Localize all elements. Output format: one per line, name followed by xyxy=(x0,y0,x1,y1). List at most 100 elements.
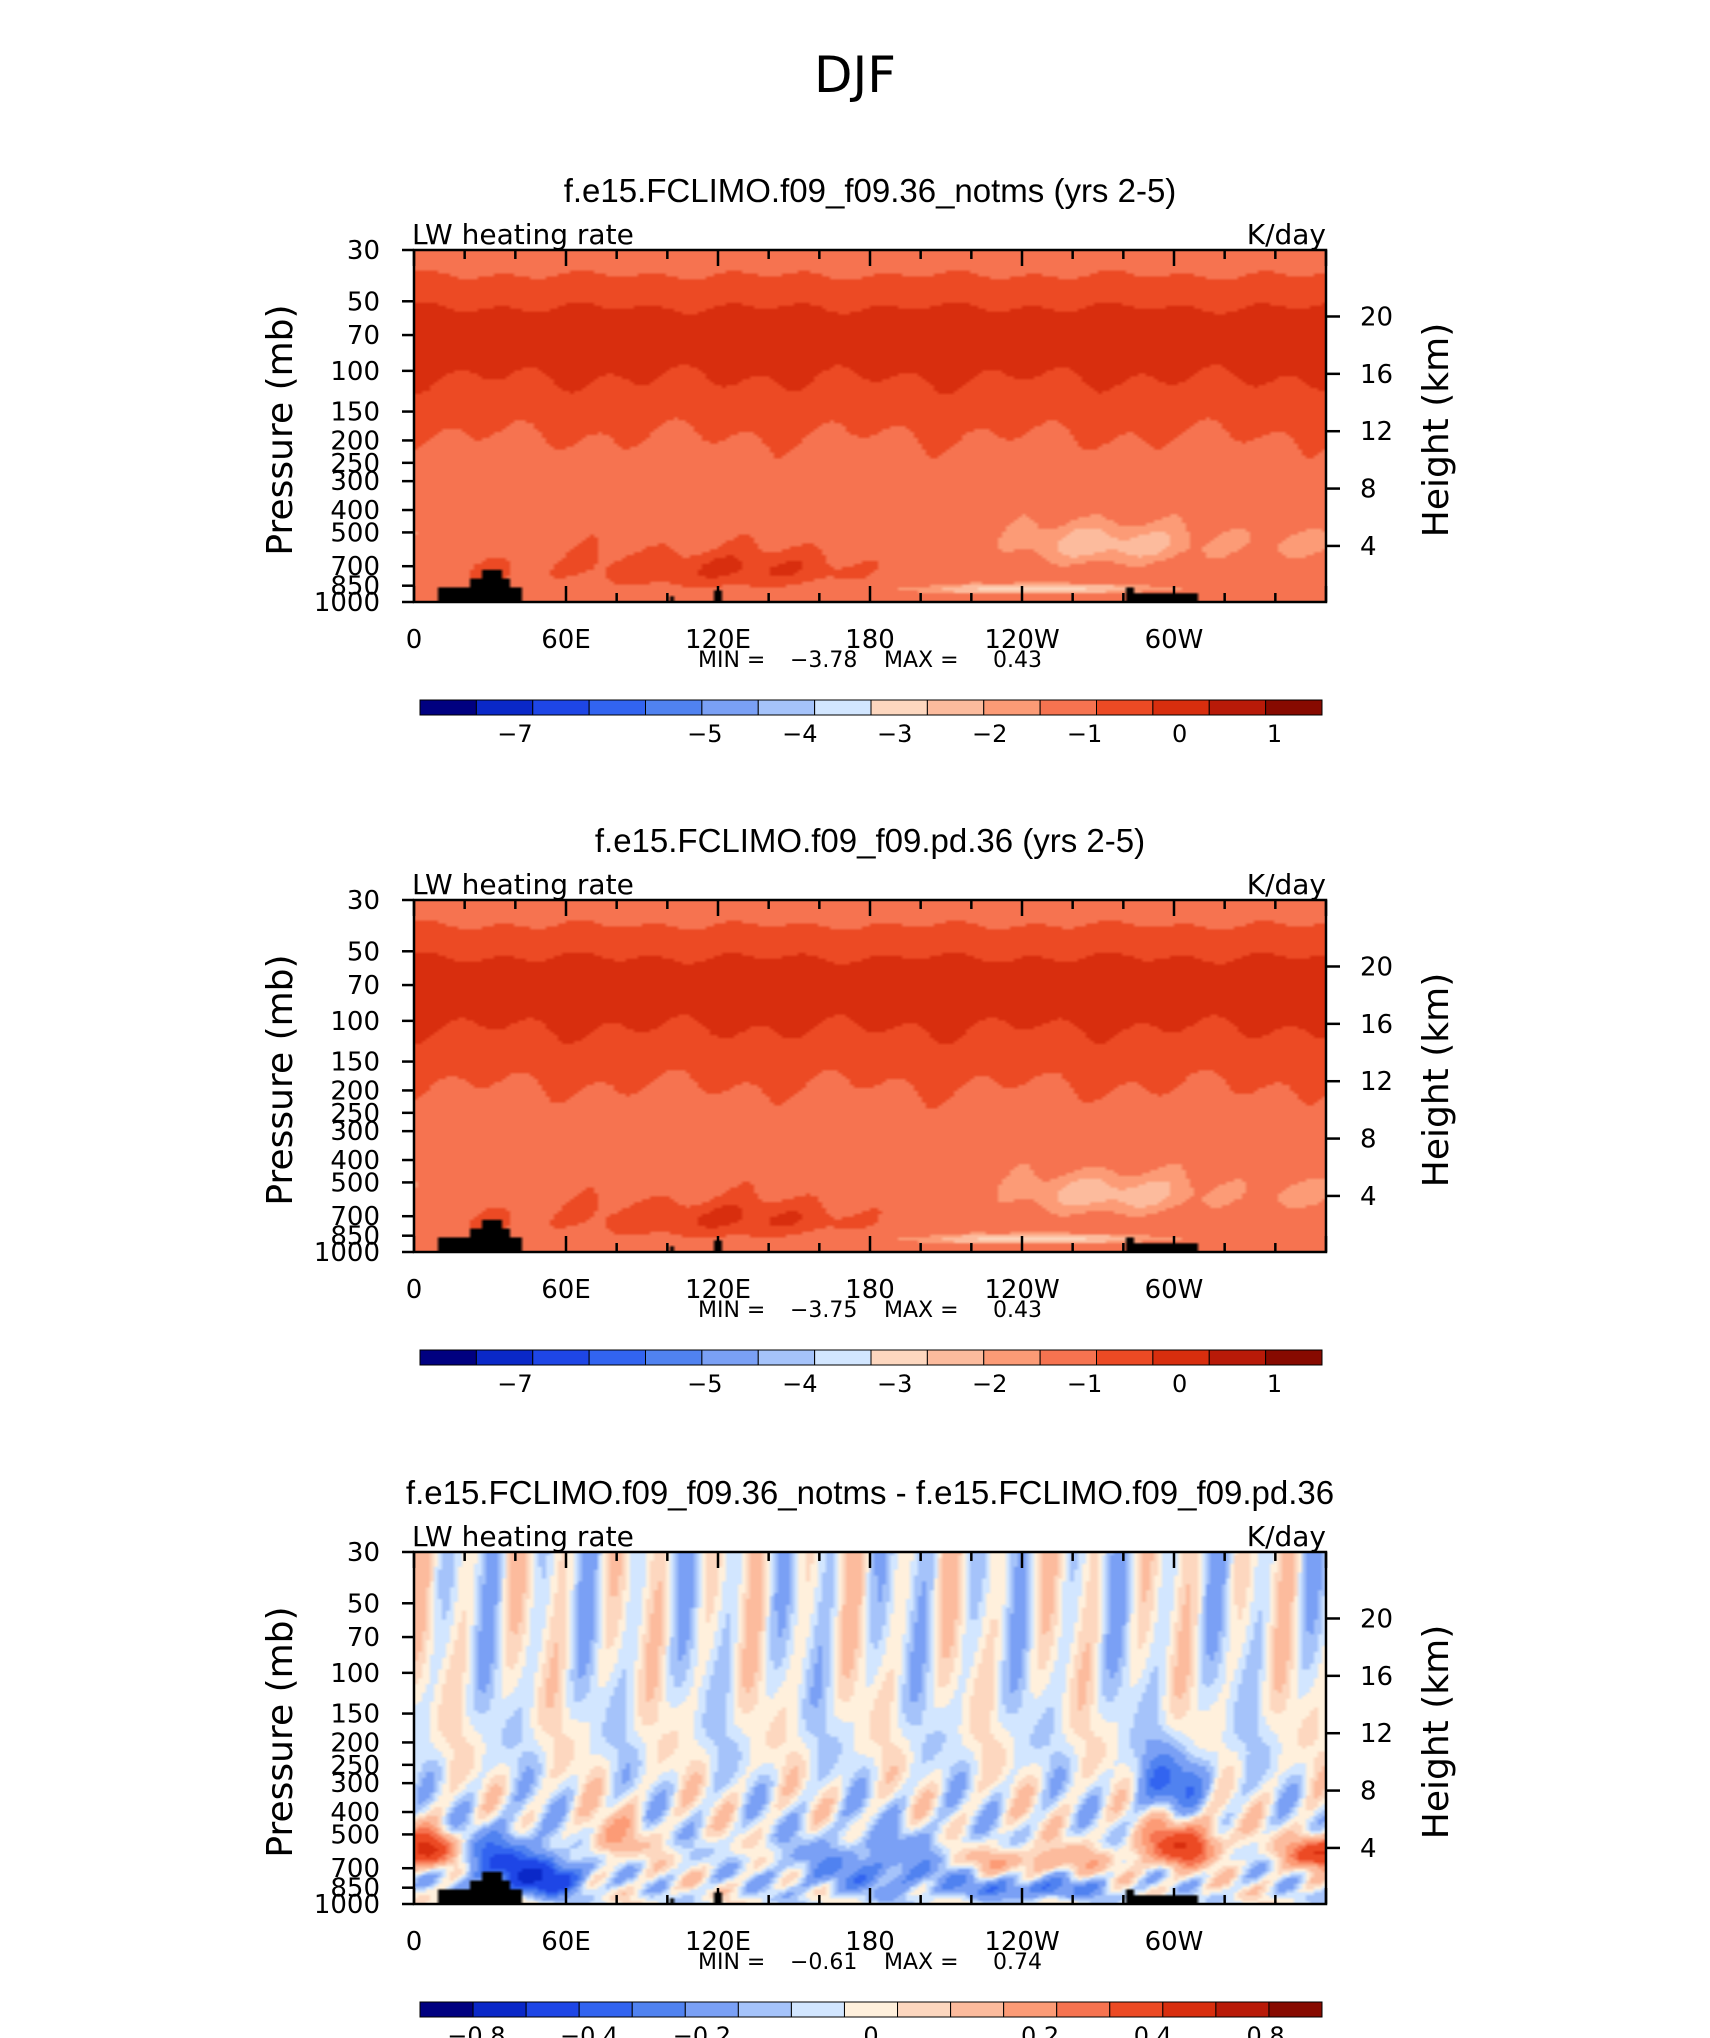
y-tick-label: 700 xyxy=(330,552,380,582)
y-tick-label: 300 xyxy=(330,1769,380,1799)
panel-1: f.e15.FCLIMO.f09_f09.36_notms (yrs 2-5) L… xyxy=(260,172,1457,748)
colorbar-box xyxy=(475,1349,534,1366)
y-tick-label: 200 xyxy=(330,1076,380,1106)
colorbar-box xyxy=(1215,2001,1270,2018)
colorbar: −7 −5 −4 −3 −2 −1 0 1 xyxy=(419,699,1323,748)
panel-title: f.e15.FCLIMO.f09_f09.36_notms (yrs 2-5) xyxy=(564,172,1177,209)
colorbar-box xyxy=(419,1349,477,1366)
panel-3: f.e15.FCLIMO.f09_f09.36_notms - f.e15.FC… xyxy=(260,1474,1457,2038)
y-tick-label: 150 xyxy=(330,398,380,428)
y-tick-label: 100 xyxy=(330,357,380,387)
y-tick-label: 30 xyxy=(347,1538,380,1568)
colorbar-label: 0.8 xyxy=(1247,2022,1285,2038)
y-tick-label: 250 xyxy=(330,1099,380,1129)
right-label: K/day xyxy=(1247,1520,1326,1553)
colorbar-label: 0.2 xyxy=(1021,2022,1059,2038)
colorbar-box xyxy=(950,2001,1005,2018)
colorbar-box xyxy=(578,2001,633,2018)
y2-tick-label: 12 xyxy=(1360,1719,1393,1749)
y2-tick-label: 20 xyxy=(1360,1604,1393,1634)
y2-axis-label: Height (km) xyxy=(1416,973,1457,1187)
y-tick-label: 250 xyxy=(330,1751,380,1781)
colorbar-box xyxy=(1208,699,1267,716)
colorbar: −0.8 −0.4 −0.2 0 0.2 0.4 0.8 xyxy=(419,2001,1323,2038)
max-value: 0.43 xyxy=(993,1298,1042,1323)
colorbar-label: −3 xyxy=(877,1370,912,1398)
y-axis-label: Pressure (mb) xyxy=(260,304,301,555)
x-tick-label: 60E xyxy=(541,625,591,655)
colorbar-box xyxy=(1003,2001,1058,2018)
y-tick-label: 500 xyxy=(330,518,380,548)
y2-tick-label: 4 xyxy=(1360,1834,1377,1864)
panel-title: f.e15.FCLIMO.f09_f09.pd.36 (yrs 2-5) xyxy=(595,822,1145,859)
colorbar-box xyxy=(843,2001,899,2018)
colorbar-box xyxy=(472,2001,527,2018)
y2-tick-label: 8 xyxy=(1360,475,1377,505)
colorbar-box xyxy=(1039,699,1097,716)
x-tick-label: 180 xyxy=(845,1927,895,1957)
y2-axis-label: Height (km) xyxy=(1416,1625,1457,1839)
max-label: MAX = xyxy=(884,648,959,673)
colorbar-box xyxy=(588,699,646,716)
y-tick-label: 70 xyxy=(347,1623,380,1653)
max-label: MAX = xyxy=(884,1298,959,1323)
colorbar-box xyxy=(1162,2001,1217,2018)
min-label: MIN = xyxy=(698,1298,765,1323)
y-tick-label: 1000 xyxy=(314,1238,380,1268)
y-tick-label: 1000 xyxy=(314,1890,380,1920)
colorbar-box xyxy=(1096,1349,1154,1366)
min-label: MIN = xyxy=(698,648,765,673)
x-tick-label: 0 xyxy=(406,1275,423,1305)
y2-tick-label: 8 xyxy=(1360,1125,1377,1155)
colorbar-label: −1 xyxy=(1067,1370,1102,1398)
colorbar-box xyxy=(419,2001,474,2018)
colorbar-box xyxy=(983,1349,1041,1366)
x-tick-label: 180 xyxy=(845,625,895,655)
panel-title: f.e15.FCLIMO.f09_f09.36_notms - f.e15.FC… xyxy=(406,1474,1334,1511)
y2-tick-label: 4 xyxy=(1360,532,1377,562)
x-tick-label: 120W xyxy=(984,1275,1059,1305)
colorbar-box xyxy=(1152,699,1210,716)
colorbar-label: 1 xyxy=(1267,720,1282,748)
y-tick-label: 400 xyxy=(330,496,380,526)
colorbar-box xyxy=(1208,1349,1267,1366)
colorbar-label: −1 xyxy=(1067,720,1102,748)
colorbar-label: −4 xyxy=(782,720,817,748)
x-tick-label: 180 xyxy=(845,1275,895,1305)
figure-title: DJF xyxy=(814,46,896,104)
y-axis-label: Pressure (mb) xyxy=(260,1606,301,1857)
x-tick-label: 0 xyxy=(406,625,423,655)
y-tick-label: 50 xyxy=(347,287,380,317)
y-tick-label: 300 xyxy=(330,467,380,497)
colorbar-label: −0.4 xyxy=(560,2022,618,2038)
colorbar-box xyxy=(1039,1349,1097,1366)
colorbar-label: −7 xyxy=(497,720,532,748)
y2-tick-label: 20 xyxy=(1360,952,1393,982)
colorbar-box xyxy=(870,699,928,716)
y2-tick-label: 20 xyxy=(1360,302,1393,332)
x-tick-label: 60E xyxy=(541,1275,591,1305)
colorbar-box xyxy=(757,699,816,716)
colorbar-label: −3 xyxy=(877,720,912,748)
x-tick-label: 60W xyxy=(1145,1927,1204,1957)
colorbar-label: −2 xyxy=(972,1370,1007,1398)
y-tick-label: 200 xyxy=(330,1728,380,1758)
colorbar-box xyxy=(701,699,759,716)
colorbar-box xyxy=(926,699,985,716)
colorbar-box xyxy=(701,1349,759,1366)
x-tick-label: 0 xyxy=(406,1927,423,1957)
colorbar-box xyxy=(588,1349,646,1366)
y-tick-label: 850 xyxy=(330,572,380,602)
colorbar-label: 0.4 xyxy=(1134,2022,1172,2038)
y2-axis-label: Height (km) xyxy=(1416,323,1457,537)
colorbar-label: −0.2 xyxy=(673,2022,731,2038)
x-tick-label: 120W xyxy=(984,625,1059,655)
y-tick-label: 70 xyxy=(347,321,380,351)
y2-tick-label: 12 xyxy=(1360,1067,1393,1097)
panel-2: f.e15.FCLIMO.f09_f09.pd.36 (yrs 2-5) LW h… xyxy=(260,822,1457,1398)
min-label: MIN = xyxy=(698,1950,765,1975)
colorbar-box xyxy=(475,699,534,716)
y-tick-label: 30 xyxy=(347,236,380,266)
max-value: 0.43 xyxy=(993,648,1042,673)
y-tick-label: 500 xyxy=(330,1168,380,1198)
